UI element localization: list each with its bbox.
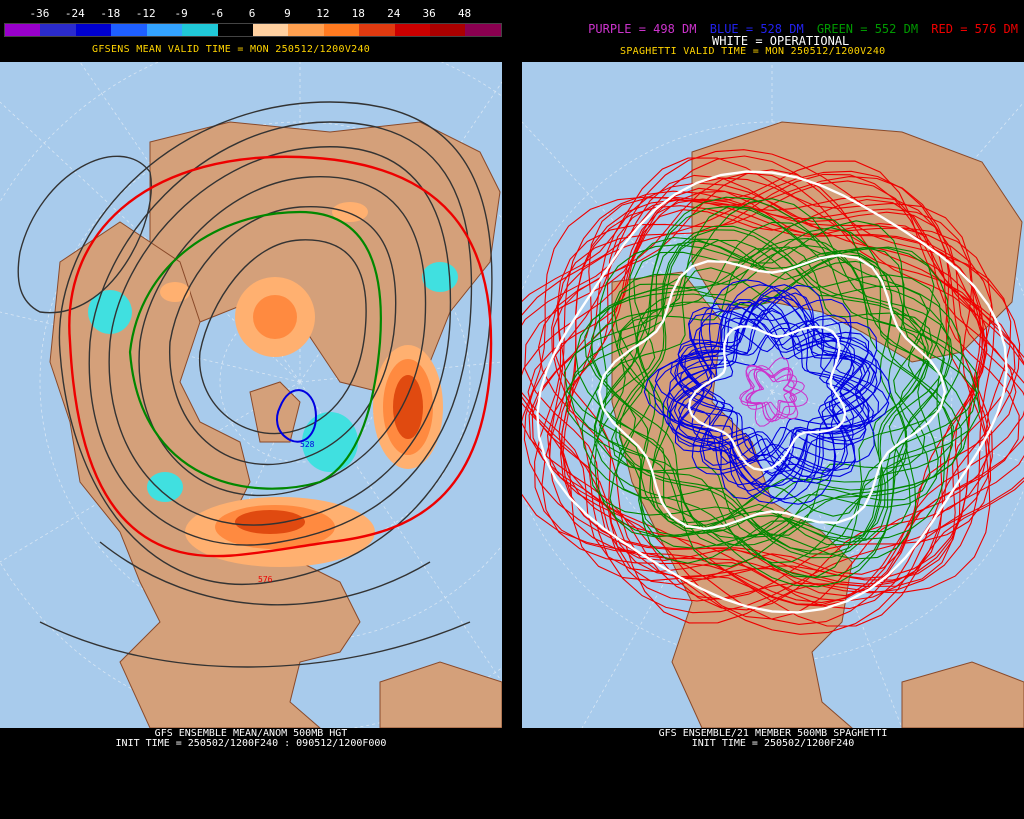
spaghetti-valid-time-title: SPAGHETTI VALID TIME = MON 250512/1200V2… xyxy=(620,46,886,57)
anomaly-colorbar xyxy=(4,23,502,37)
anomaly-shading xyxy=(88,202,458,567)
colorbar-cell xyxy=(146,24,183,36)
contour-label-528: 528 xyxy=(300,440,315,449)
spaghetti-line-552-green xyxy=(575,238,969,546)
spaghetti-line-528-blue xyxy=(676,299,855,471)
colorbar-tick-label: 36 xyxy=(422,7,436,20)
spaghetti-footer-title: GFS ENSEMBLE/21 MEMBER 500MB SPAGHETTI xyxy=(658,728,888,739)
ensemble-mean-panel: -36 -24 -18 -12 -9 -6 6 9 12 18 24 36 48 GFSENS MEAN… xyxy=(0,0,502,819)
contour-label-576: 576 xyxy=(258,575,273,584)
spaghetti-line-552-green xyxy=(619,229,925,555)
colorbar-tick-label: -18 xyxy=(100,7,121,20)
colorbar-tick-label: -12 xyxy=(135,7,156,20)
spaghetti-line-528-blue xyxy=(654,307,890,477)
spaghetti-line-576-red xyxy=(534,180,1024,606)
colorbar-tick-label: 9 xyxy=(284,7,291,20)
spaghetti-line-498-purple xyxy=(745,368,796,421)
spaghetti-line-552-green xyxy=(590,206,954,578)
spaghetti-line-528-blue xyxy=(677,320,880,473)
colorbar-tick-label: 18 xyxy=(351,7,365,20)
legend-green: GREEN = 552 DM xyxy=(816,22,919,36)
spaghetti-line-576-red xyxy=(522,190,993,600)
spaghetti-line-498-purple xyxy=(749,365,795,419)
colorbar-tick-label: 12 xyxy=(316,7,330,20)
colorbar-cell xyxy=(217,24,253,36)
colorbar-tick-label: -24 xyxy=(64,7,85,20)
colorbar-cell xyxy=(75,24,112,36)
legend-purple: PURPLE = 498 DM xyxy=(588,22,697,36)
panel-divider xyxy=(502,0,522,819)
legend-red: RED = 576 DM xyxy=(931,22,1018,36)
colorbar-tick-label: 48 xyxy=(457,7,472,20)
spaghetti-line-576-red xyxy=(551,170,993,614)
spaghetti-line-576-red xyxy=(549,190,995,594)
spaghetti-line-552-green xyxy=(615,225,929,559)
spaghetti-contours xyxy=(522,149,1024,635)
colorbar-tick-label: 24 xyxy=(387,7,401,20)
colorbar-cell xyxy=(288,24,324,36)
operational-line-576-white xyxy=(536,170,1008,614)
mean-footer-title: GFS ENSEMBLE MEAN/ANOM 500MB HGT xyxy=(154,728,348,739)
spaghetti-line-552-green xyxy=(611,246,933,538)
colorbar-labels: -36 -24 -18 -12 -9 -6 6 9 12 18 24 36 48 xyxy=(4,7,500,21)
colorbar-tick-label: -6 xyxy=(209,7,224,20)
spaghetti-line-576-red xyxy=(538,172,988,581)
spaghetti-line-528-blue xyxy=(667,279,877,505)
spaghetti-line-552-green xyxy=(636,250,908,534)
colorbar-cell xyxy=(40,24,76,36)
contour-528-blue xyxy=(276,389,317,443)
colorbar-tick-label: -36 xyxy=(29,7,50,20)
spaghetti-line-552-green xyxy=(615,248,929,536)
ensemble-mean-map: 528 576 xyxy=(0,62,502,728)
spaghetti-line-528-blue xyxy=(669,284,875,500)
spaghetti-line-528-blue xyxy=(669,298,870,504)
spaghetti-line-528-blue xyxy=(666,296,878,488)
colorbar-cell xyxy=(323,24,360,36)
spaghetti-legend: PURPLE = 498 DM BLUE = 528 DM GREEN = 55… xyxy=(582,22,1018,36)
contour-552-green xyxy=(128,210,382,490)
spaghetti-line-576-red xyxy=(527,198,1017,586)
spaghetti-line-576-red xyxy=(562,205,982,579)
legend-blue: BLUE = 528 DM xyxy=(709,22,804,36)
colorbar-cell xyxy=(359,24,395,36)
spaghetti-footer-init-time: INIT TIME = 250502/1200F240 xyxy=(691,738,855,749)
operational-line-552-white xyxy=(597,253,947,531)
colorbar-tick-label: -9 xyxy=(174,7,188,20)
colorbar-cell xyxy=(394,24,431,36)
colorbar-cell xyxy=(111,24,147,36)
spaghetti-line-528-blue xyxy=(675,309,869,475)
spaghetti-line-528-blue xyxy=(673,314,855,486)
spaghetti-line-498-purple xyxy=(739,357,805,427)
spaghetti-line-528-blue xyxy=(643,299,878,486)
contour-576-red xyxy=(68,155,493,558)
spaghetti-panel: PURPLE = 498 DM BLUE = 528 DM GREEN = 55… xyxy=(522,0,1024,819)
mean-valid-time-title: GFSENS MEAN VALID TIME = MON 250512/1200… xyxy=(92,44,371,55)
spaghetti-line-552-green xyxy=(563,238,981,546)
colorbar-cell xyxy=(465,24,501,36)
operational-line-528-white xyxy=(687,325,847,472)
spaghetti-map xyxy=(522,62,1024,728)
spaghetti-line-552-green xyxy=(593,205,951,579)
colorbar-cell xyxy=(430,24,466,36)
spaghetti-line-576-red xyxy=(522,174,1024,610)
spaghetti-line-552-green xyxy=(599,217,945,567)
mean-footer-init-time: INIT TIME = 250502/1200F240 : 090512/120… xyxy=(115,738,387,749)
colorbar-cell xyxy=(182,24,218,36)
spaghetti-line-552-green xyxy=(565,220,979,564)
colorbar-tick-label: 6 xyxy=(248,7,256,20)
spaghetti-line-576-red xyxy=(558,177,986,607)
spaghetti-line-528-blue xyxy=(684,289,863,480)
spaghetti-line-576-red xyxy=(524,187,1020,597)
spaghetti-line-576-red xyxy=(522,157,1024,627)
spaghetti-line-576-red xyxy=(528,160,1016,624)
colorbar-cell xyxy=(5,24,41,36)
colorbar-cell xyxy=(252,24,289,36)
legend-white-operational: WHITE = OPERATIONAL xyxy=(712,34,850,48)
spaghetti-line-552-green xyxy=(568,239,942,546)
